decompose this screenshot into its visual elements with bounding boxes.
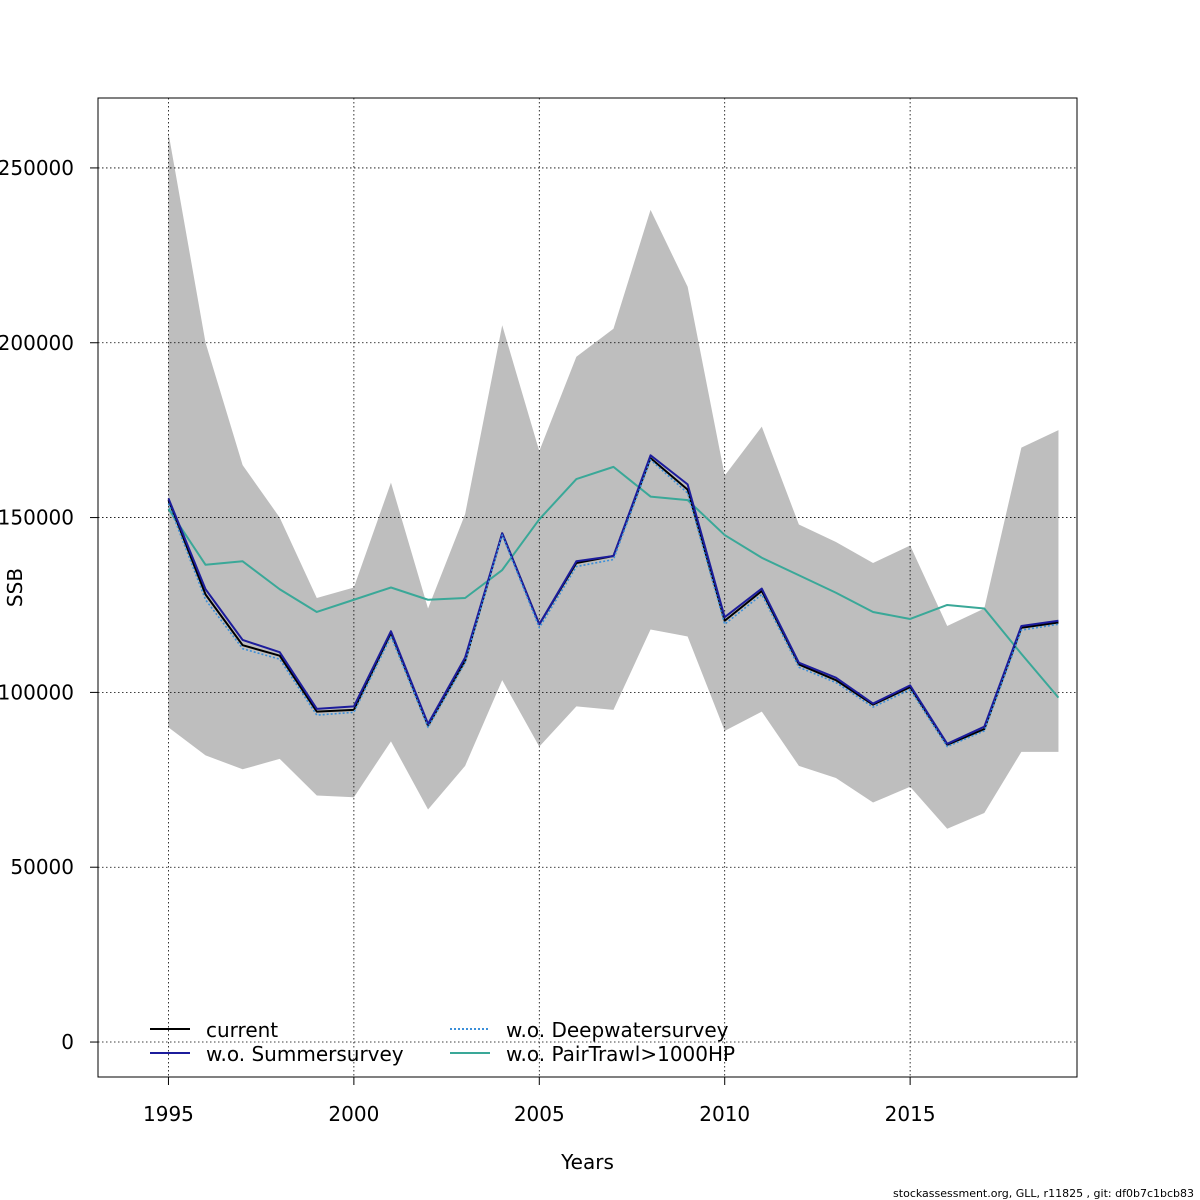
series-line-2 [167, 459, 1059, 748]
confidence-band [168, 132, 1059, 829]
legend-label-1: w.o. Summersurvey [206, 1042, 404, 1066]
y-tick-label: 150000 [0, 506, 74, 530]
x-tick-label: 2000 [328, 1102, 379, 1126]
series-line-3 [167, 465, 1060, 699]
footer-credit: stockassessment.org, GLL, r11825 , git: … [893, 1187, 1194, 1200]
y-tick-label: 200000 [0, 331, 74, 355]
y-tick-label: 100000 [0, 680, 74, 704]
x-tick-label: 2005 [514, 1102, 565, 1126]
x-tick-label: 2015 [885, 1102, 936, 1126]
legend-label-0: current [206, 1018, 278, 1042]
y-axis-title: SSB [3, 568, 27, 607]
y-tick-label: 250000 [0, 156, 74, 180]
grid-layer [98, 98, 1077, 1077]
legend-label-2: w.o. Deepwatersurvey [506, 1018, 729, 1042]
x-tick-label: 1995 [143, 1102, 194, 1126]
confidence-band-layer [168, 132, 1059, 829]
x-tick-label: 2010 [699, 1102, 750, 1126]
series-layer [167, 454, 1060, 748]
x-axis-title: Years [560, 1150, 614, 1174]
y-tick-label: 50000 [10, 855, 74, 879]
axis-layer: 1995 2000 2005 2010 2015 0 50000 100000 150000 20… [0, 156, 936, 1126]
series-line-1 [167, 454, 1059, 745]
y-tick-label: 0 [61, 1030, 74, 1054]
legend-label-3: w.o. PairTrawl>1000HP [506, 1042, 735, 1066]
